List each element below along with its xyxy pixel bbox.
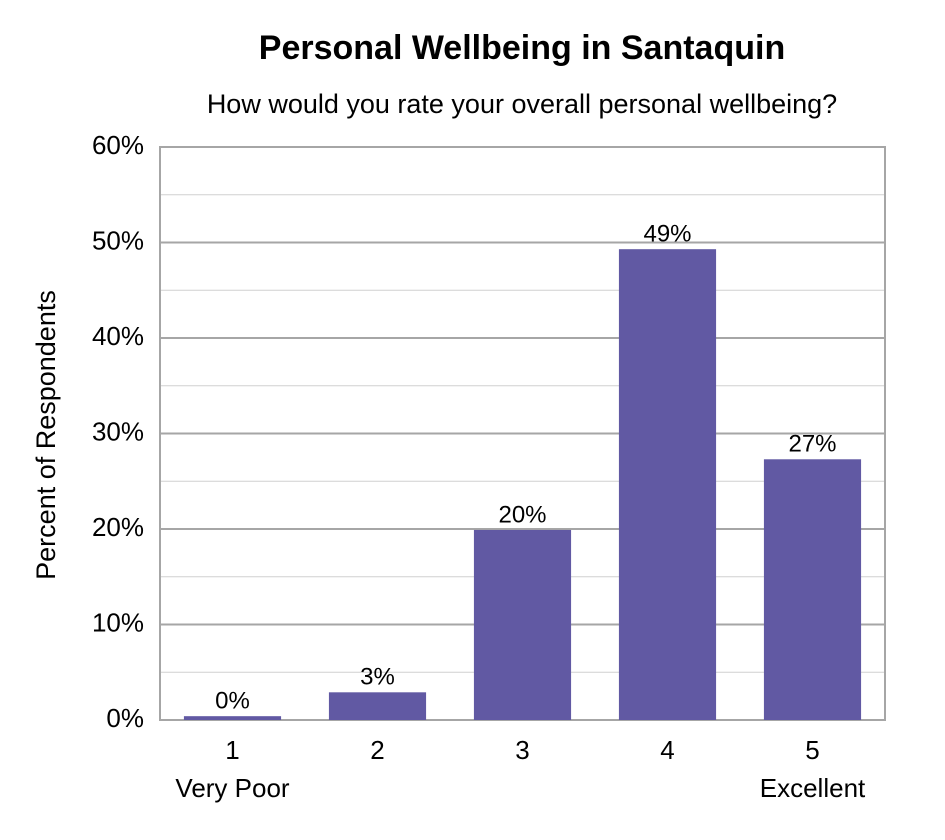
y-tick-label: 10% [92, 607, 144, 637]
y-tick-label: 40% [92, 321, 144, 351]
x-tick-label: 5 [805, 735, 819, 765]
x-tick-sublabel: Excellent [760, 773, 866, 803]
y-tick-label: 20% [92, 512, 144, 542]
y-tick-label: 30% [92, 416, 144, 446]
bar [183, 716, 282, 720]
value-label: 27% [788, 431, 836, 458]
y-tick-label: 50% [92, 225, 144, 255]
value-label: 3% [360, 664, 395, 691]
y-tick-label: 60% [92, 130, 144, 160]
chart-title: Personal Wellbeing in Santaquin [259, 29, 785, 67]
bar [328, 692, 427, 720]
bar [473, 529, 572, 720]
value-label: 20% [498, 501, 546, 528]
x-tick-label: 1 [225, 735, 239, 765]
bar [763, 459, 862, 720]
x-tick-label: 2 [370, 735, 384, 765]
x-tick-label: 4 [660, 735, 674, 765]
value-label: 0% [215, 688, 250, 715]
x-tick-label: 3 [515, 735, 529, 765]
bar [618, 249, 717, 720]
y-axis-label: Percent of Respondents [31, 290, 61, 580]
x-tick-sublabel: Very Poor [175, 773, 290, 803]
value-label: 49% [643, 221, 691, 248]
chart-subtitle: How would you rate your overall personal… [207, 89, 837, 119]
y-tick-label: 0% [106, 703, 144, 733]
